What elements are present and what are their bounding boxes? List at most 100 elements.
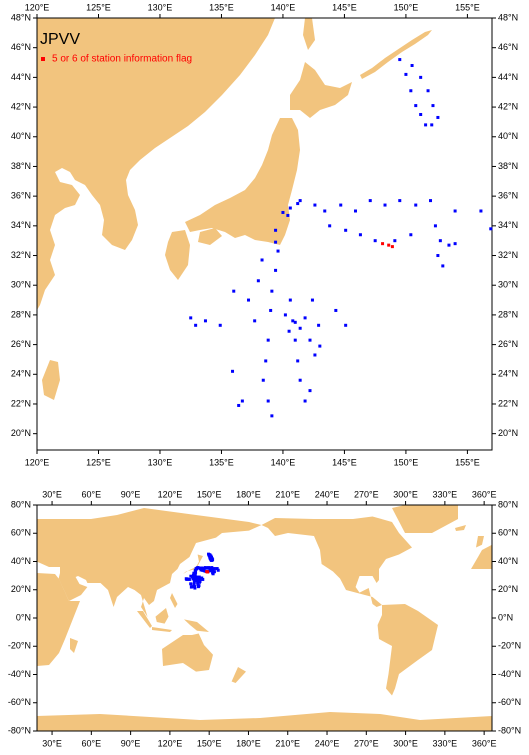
y-tick-label: 40°N	[498, 131, 518, 141]
y-tick-label: 0°N	[498, 612, 513, 622]
station-point	[231, 369, 235, 373]
station-point	[186, 577, 190, 581]
x-tick-label: 150°E	[394, 457, 419, 467]
station-point	[296, 202, 300, 206]
y-tick-label: 26°N	[11, 339, 31, 349]
station-point	[192, 571, 196, 575]
station-point	[453, 209, 457, 213]
station-point	[398, 58, 402, 62]
y-tick-label: 26°N	[498, 339, 518, 349]
station-point	[288, 206, 292, 210]
y-tick-label: 44°N	[11, 72, 31, 82]
x-tick-label: 140°E	[271, 457, 296, 467]
y-tick-label: 0°N	[16, 612, 31, 622]
y-tick-label: 38°N	[498, 161, 518, 171]
x-tick-label: 300°E	[393, 738, 418, 748]
station-point	[270, 289, 274, 293]
y-tick-label: 32°N	[11, 250, 31, 260]
x-tick-label: 210°E	[275, 738, 300, 748]
y-tick-label: 20°N	[11, 584, 31, 594]
station-point	[308, 389, 312, 393]
station-point	[298, 378, 302, 382]
station-point	[193, 586, 197, 590]
station-point	[261, 378, 265, 382]
y-tick-label: -80°N	[498, 725, 521, 735]
y-tick-label: -20°N	[498, 641, 521, 651]
station-point	[441, 264, 445, 268]
borneo	[155, 608, 169, 624]
y-tick-label: 22°N	[498, 398, 518, 408]
australia	[162, 633, 213, 672]
station-point	[196, 581, 200, 585]
x-tick-label: 180°E	[236, 489, 261, 499]
taiwan	[42, 360, 60, 400]
x-tick-label: 135°E	[209, 457, 234, 467]
regional-frame	[36, 17, 493, 451]
station-point	[303, 316, 307, 320]
station-point	[203, 566, 207, 570]
station-point	[368, 199, 372, 203]
y-tick-label: 20°N	[498, 584, 518, 594]
y-tick-label: -40°N	[498, 669, 521, 679]
station-point	[202, 567, 206, 571]
station-point	[215, 567, 219, 571]
y-tick-label: 48°N	[498, 12, 518, 22]
station-point	[189, 582, 193, 586]
station-point	[308, 338, 312, 342]
sakhalin	[303, 18, 315, 50]
madagascar	[70, 638, 78, 653]
station-point	[270, 414, 274, 418]
station-point	[198, 579, 202, 583]
x-tick-label: 120°E	[25, 457, 50, 467]
y-tick-label: 44°N	[498, 72, 518, 82]
x-tick-label: 180°E	[236, 738, 261, 748]
station-point	[194, 323, 198, 327]
x-tick-label: 125°E	[86, 2, 111, 12]
antarctica	[37, 712, 492, 731]
y-tick-label: 34°N	[498, 220, 518, 230]
x-tick-label: 300°E	[393, 489, 418, 499]
britain	[476, 536, 484, 548]
station-point	[281, 210, 285, 214]
station-point	[199, 568, 203, 572]
new-guinea	[184, 619, 209, 632]
y-tick-label: 36°N	[498, 191, 518, 201]
station-point	[191, 573, 195, 577]
station-point	[190, 585, 194, 589]
station-point	[438, 239, 442, 243]
station-point	[479, 209, 483, 213]
x-tick-label: 90°E	[121, 489, 141, 499]
y-tick-label: 24°N	[11, 369, 31, 379]
philippines	[170, 593, 178, 608]
station-point	[201, 577, 205, 581]
map-title: JPVV	[40, 31, 80, 48]
station-point	[436, 254, 440, 258]
new-zealand	[231, 667, 246, 683]
station-point	[334, 308, 338, 312]
x-tick-label: 145°E	[332, 457, 357, 467]
station-point	[317, 323, 321, 327]
sumatra	[137, 611, 152, 628]
station-point	[190, 575, 194, 579]
north-america	[261, 516, 412, 607]
station-point	[431, 104, 435, 108]
station-point	[381, 242, 385, 246]
station-point	[291, 319, 295, 323]
x-tick-label: 130°E	[148, 2, 173, 12]
station-point	[189, 574, 193, 578]
y-tick-label: 40°N	[11, 131, 31, 141]
station-point	[210, 566, 214, 570]
africa	[37, 573, 80, 666]
station-point	[430, 123, 434, 127]
x-tick-label: 210°E	[275, 489, 300, 499]
station-point	[256, 279, 260, 283]
y-tick-label: 28°N	[11, 309, 31, 319]
regional-land	[37, 18, 432, 400]
station-point	[404, 72, 408, 76]
x-tick-label: 145°E	[332, 2, 357, 12]
station-point	[260, 258, 264, 262]
station-point	[293, 320, 297, 324]
x-tick-label: 330°E	[433, 489, 458, 499]
station-point	[288, 298, 292, 302]
